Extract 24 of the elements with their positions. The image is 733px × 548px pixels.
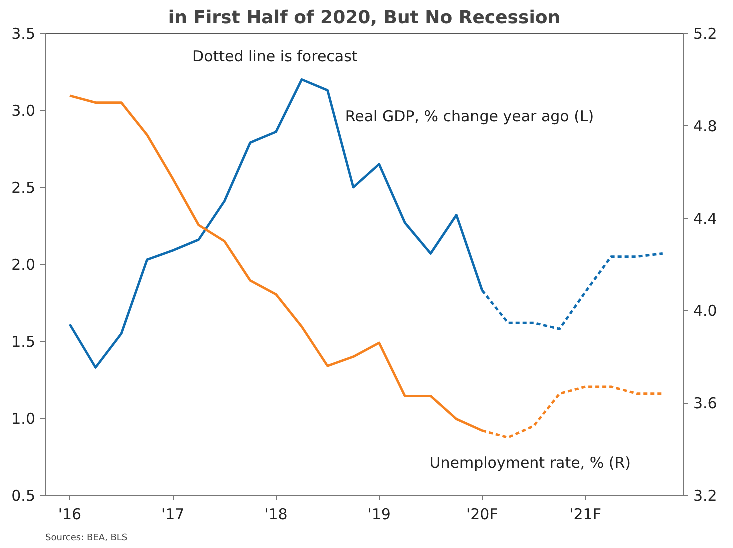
annotation: Dotted line is forecast xyxy=(192,48,358,66)
x-tick-label: '19 xyxy=(368,506,391,524)
source-note: Sources: BEA, BLS xyxy=(46,534,128,544)
x-tick-label: '18 xyxy=(264,506,288,524)
y-tick-label: 2.0 xyxy=(12,256,36,274)
x-tick-label: '21F xyxy=(570,506,602,524)
y2-tick-label: 3.6 xyxy=(694,394,718,413)
text: Unemployment rate, % (R) xyxy=(430,454,631,472)
y-tick-label: 1.0 xyxy=(12,410,36,428)
y2-tick-label: 4.4 xyxy=(694,210,718,228)
y2-tick-label: 4.8 xyxy=(694,117,718,136)
y-tick-label: 0.5 xyxy=(12,487,36,505)
y-tick-label: 3.0 xyxy=(12,102,36,120)
chart-title: in First Half of 2020, But No Recession xyxy=(168,8,561,28)
y2-tick-label: 5.2 xyxy=(694,25,718,43)
y2-tick-label: 3.2 xyxy=(694,487,718,505)
series-label: Real GDP, % change year ago (L) xyxy=(345,108,594,126)
x-tick-label: '16 xyxy=(58,506,82,524)
x-tick-label: '20F xyxy=(466,506,498,524)
y-tick-label: 1.5 xyxy=(12,333,36,351)
x-tick-label: '17 xyxy=(161,506,185,524)
y2-tick-label: 4.0 xyxy=(694,302,718,320)
y-tick-label: 2.5 xyxy=(12,179,36,197)
y-tick-label: 3.5 xyxy=(12,25,36,43)
